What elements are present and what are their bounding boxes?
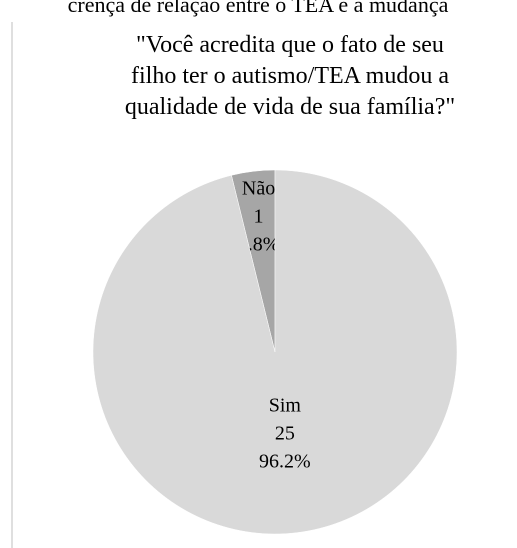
slice-label: Sim: [269, 394, 302, 416]
slice-value: 25: [275, 422, 295, 444]
slice-value: 1: [254, 205, 264, 227]
caption: crença de relação entre o TEA e a mudanç…: [68, 0, 449, 17]
slice-percentage: 96.2%: [259, 450, 311, 472]
chart-title: filho ter o autismo/TEA mudou a: [131, 63, 449, 89]
slice-label: Não: [242, 177, 275, 199]
chart-title: qualidade de vida de sua família?": [125, 94, 455, 120]
chart-title: "Você acredita que o fato de seu: [136, 32, 444, 58]
pie-slice: [92, 169, 458, 535]
